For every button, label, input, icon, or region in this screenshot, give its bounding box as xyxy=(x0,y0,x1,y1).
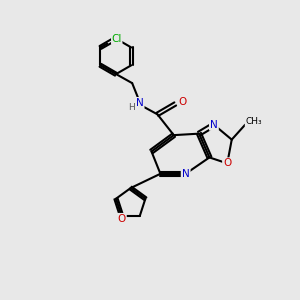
Text: H: H xyxy=(128,103,135,112)
Text: Cl: Cl xyxy=(112,34,122,44)
Text: O: O xyxy=(223,158,231,168)
Text: CH₃: CH₃ xyxy=(246,117,262,126)
Text: O: O xyxy=(118,214,126,224)
Text: N: N xyxy=(210,120,218,130)
Text: N: N xyxy=(182,169,190,179)
Text: O: O xyxy=(178,98,187,107)
Text: N: N xyxy=(136,98,143,108)
